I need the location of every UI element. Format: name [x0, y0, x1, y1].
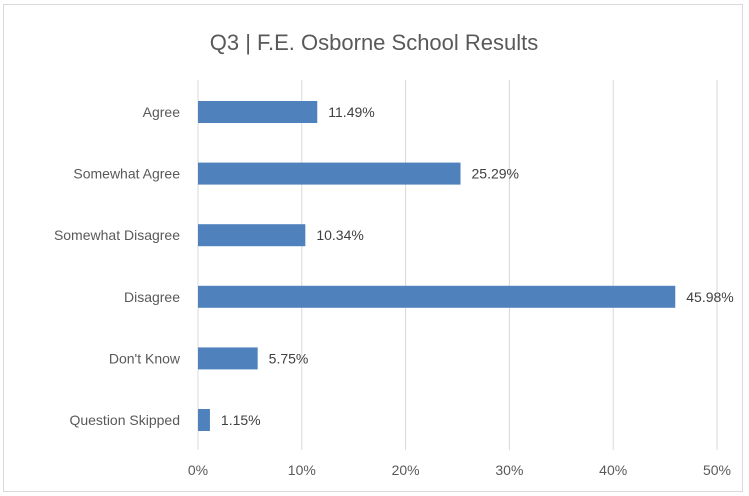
bars — [198, 101, 676, 431]
x-tick-label: 50% — [703, 462, 731, 478]
bar — [198, 409, 210, 431]
data-label: 5.75% — [269, 350, 309, 366]
chart-title: Q3 | F.E. Osborne School Results — [210, 30, 539, 55]
bar — [198, 224, 306, 247]
x-tick-label: 30% — [495, 462, 523, 478]
x-tick-label: 10% — [288, 462, 316, 478]
bar — [198, 101, 318, 123]
data-label: 1.15% — [221, 412, 261, 428]
x-tick-label: 40% — [599, 462, 627, 478]
category-label: Question Skipped — [69, 412, 180, 428]
data-label: 45.98% — [686, 289, 733, 305]
gridlines — [197, 80, 718, 450]
category-label: Somewhat Agree — [73, 166, 180, 182]
data-label: 10.34% — [316, 227, 363, 243]
x-tick-label: 20% — [392, 462, 420, 478]
category-labels: Agree Somewhat Agree Somewhat Disagree Disa… — [54, 104, 181, 428]
chart-frame — [3, 4, 743, 492]
data-labels: 11.49% 25.29% 10.34% 45.98% 5.75% 1.15% — [221, 104, 734, 428]
x-axis-ticks: 0% 10% 20% 30% 40% 50% — [188, 462, 731, 478]
bar — [198, 162, 461, 185]
category-label: Don't Know — [109, 350, 181, 366]
bar — [198, 347, 258, 370]
category-label: Disagree — [124, 289, 180, 305]
x-tick-label: 0% — [188, 462, 208, 478]
bar — [198, 285, 676, 308]
category-label: Somewhat Disagree — [54, 227, 180, 243]
category-label: Agree — [143, 104, 181, 120]
data-label: 25.29% — [472, 166, 519, 182]
data-label: 11.49% — [328, 104, 374, 120]
